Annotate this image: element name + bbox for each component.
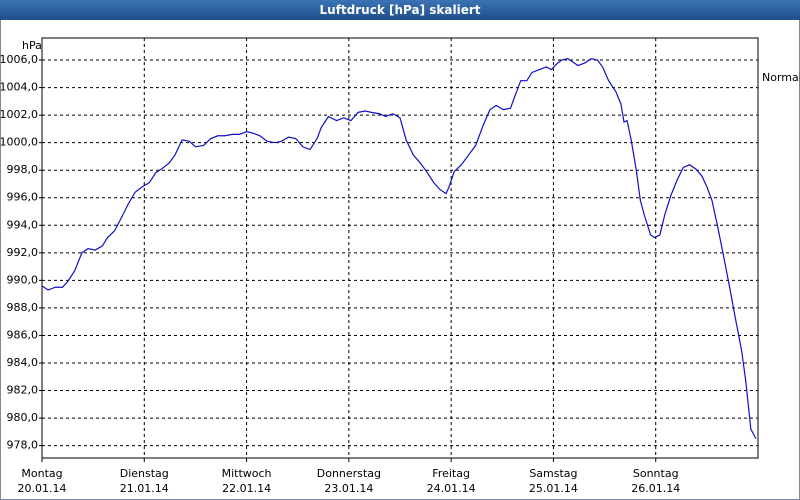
y-tick-label: 988,0 bbox=[7, 301, 39, 314]
chart-title: Luftdruck [hPa] skaliert bbox=[320, 3, 481, 17]
pressure-line bbox=[41, 58, 757, 440]
y-tick-label: 992,0 bbox=[7, 246, 39, 259]
x-tick-label: Montag bbox=[21, 467, 62, 480]
x-tick-date: 25.01.14 bbox=[529, 482, 578, 495]
x-tick-label: Donnerstag bbox=[317, 467, 381, 480]
x-tick-label: Mittwoch bbox=[222, 467, 272, 480]
annotation-label: Normal bbox=[762, 71, 800, 84]
y-tick-label: 978,0 bbox=[7, 439, 39, 452]
x-tick-date: 26.01.14 bbox=[631, 482, 680, 495]
x-tick-label: Freitag bbox=[432, 467, 470, 480]
y-tick-label: 1000,0 bbox=[0, 136, 38, 149]
y-axis-label: hPa bbox=[22, 39, 42, 52]
x-tick-date: 24.01.14 bbox=[427, 482, 476, 495]
title-bar bbox=[0, 0, 800, 20]
x-tick-date: 22.01.14 bbox=[222, 482, 271, 495]
plot-frame bbox=[41, 37, 759, 459]
x-tick-label: Samstag bbox=[529, 467, 577, 480]
y-tick-label: 1006,0 bbox=[0, 53, 38, 66]
x-tick-label: Dienstag bbox=[120, 467, 169, 480]
y-tick-label: 996,0 bbox=[7, 191, 39, 204]
x-tick-date: 23.01.14 bbox=[324, 482, 373, 495]
y-tick-label: 984,0 bbox=[7, 356, 39, 369]
y-tick-label: 986,0 bbox=[7, 328, 39, 341]
y-tick-label: 998,0 bbox=[7, 163, 39, 176]
y-tick-label: 990,0 bbox=[7, 273, 39, 286]
y-tick-label: 980,0 bbox=[7, 411, 39, 424]
x-tick-label: Sonntag bbox=[633, 467, 679, 480]
y-tick-label: 1002,0 bbox=[0, 108, 38, 121]
y-tick-label: 1004,0 bbox=[0, 81, 38, 94]
y-tick-label: 982,0 bbox=[7, 384, 39, 397]
x-tick-date: 20.01.14 bbox=[18, 482, 67, 495]
y-tick-label: 994,0 bbox=[7, 218, 39, 231]
x-tick-date: 21.01.14 bbox=[120, 482, 169, 495]
